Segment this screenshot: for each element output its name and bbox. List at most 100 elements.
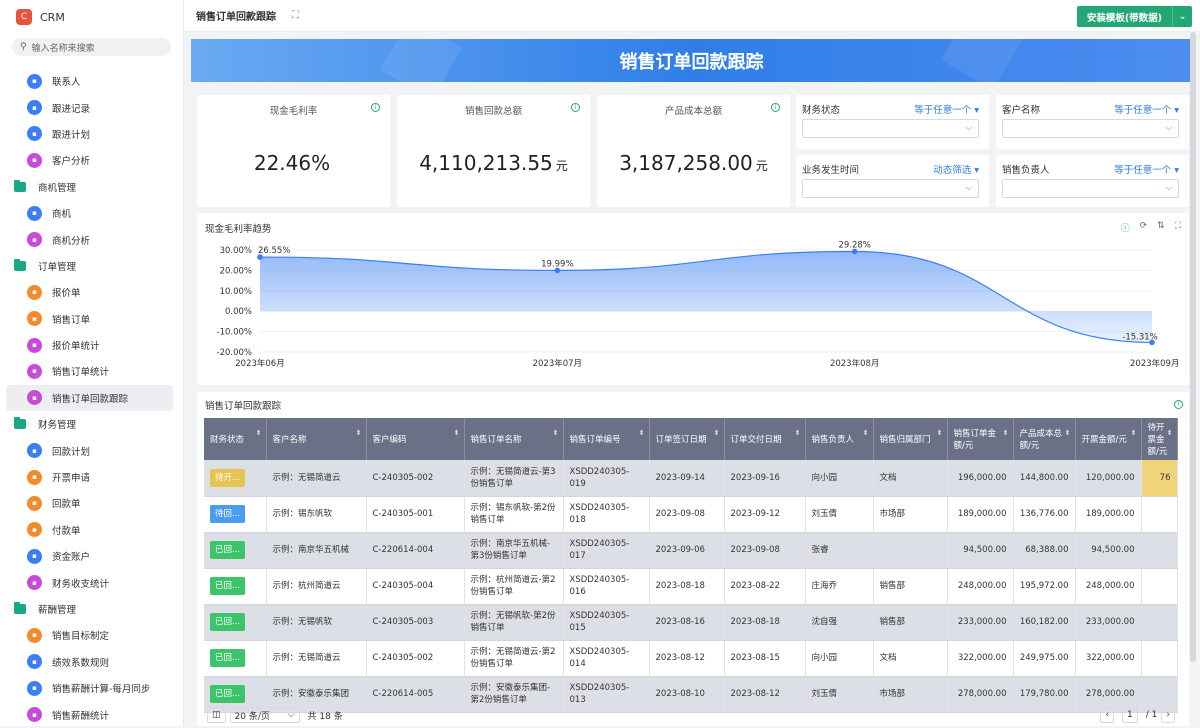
sort-icon[interactable]: ⬍ bbox=[713, 429, 720, 437]
sidebar-group[interactable]: 薪酬管理 bbox=[0, 596, 183, 622]
info-icon[interactable]: i bbox=[571, 103, 580, 112]
table-row[interactable]: 已回... 示例：安徽泰乐集团 C-220614-005 示例：安徽泰乐集团-第2份销… bbox=[204, 676, 1178, 713]
sidebar-item[interactable]: ▪ 绩效系数规则 bbox=[0, 649, 183, 675]
table-row[interactable]: 已回... 示例：无锡简道云 C-240305-002 示例：无锡简道云-第2份销售订… bbox=[204, 640, 1178, 677]
install-template-button[interactable]: 安装模板(带数据) bbox=[1076, 6, 1172, 27]
sidebar-item[interactable]: ▪ 商机 bbox=[0, 200, 183, 226]
sort-icon[interactable]: ⇅ bbox=[1157, 221, 1165, 231]
sidebar-item[interactable]: ▪ 客户分析 bbox=[0, 147, 183, 173]
table-row[interactable]: 已回... 示例：杭州简道云 C-240305-004 示例：杭州简道云-第2份销售订… bbox=[204, 568, 1178, 605]
sidebar-item[interactable]: ▪ 销售薪酬统计 bbox=[0, 701, 183, 727]
column-header[interactable]: 待开票金额/元 ⬍ bbox=[1141, 418, 1178, 460]
sort-icon[interactable]: ⬍ bbox=[638, 429, 645, 437]
sidebar-item[interactable]: ▪ 商机分析 bbox=[0, 226, 183, 252]
columns-icon[interactable]: ◫ bbox=[207, 707, 226, 723]
column-header[interactable]: 客户编码 ⬍ bbox=[366, 418, 465, 460]
filter-select[interactable]: ⌵ bbox=[1002, 179, 1179, 198]
sidebar-item-label: 跟进计划 bbox=[52, 129, 91, 141]
info-icon[interactable]: ⓘ bbox=[1120, 224, 1130, 234]
next-page-icon[interactable]: › bbox=[1161, 707, 1175, 723]
filter-mode[interactable]: 等于任意一个 ▾ bbox=[914, 105, 979, 116]
scrollbar[interactable] bbox=[1190, 32, 1196, 662]
filter-mode[interactable]: 等于任意一个 ▾ bbox=[1114, 105, 1179, 116]
column-header[interactable]: 销售订单金额/元 ⬍ bbox=[947, 418, 1014, 460]
fullscreen-icon[interactable]: ⛶ bbox=[1174, 221, 1181, 231]
table-header-row: 财务状态 ⬍ 客户名称 ⬍ 客户编码 ⬍ 销售订单名称 ⬍ 销售订单编号 ⬍ 订单签订日期 ⬍ 订单交付… bbox=[204, 418, 1178, 460]
sidebar-item[interactable]: ▪ 销售订单统计 bbox=[0, 358, 183, 384]
sidebar-item[interactable]: ▪ 销售薪酬计算-每月同步 bbox=[0, 675, 183, 701]
sidebar-item[interactable]: ▪ 销售订单回款跟踪 bbox=[6, 384, 173, 412]
column-header[interactable]: 订单签订日期 ⬍ bbox=[649, 418, 725, 460]
sort-icon[interactable]: ⬍ bbox=[1130, 429, 1137, 437]
sidebar-group[interactable]: 财务管理 bbox=[0, 411, 183, 437]
column-header[interactable]: 开票金额/元 ⬍ bbox=[1075, 418, 1142, 460]
table-row[interactable]: 已回... 示例：无锡帆软 C-240305-003 示例：无锡帆软-第2份销售订单 X… bbox=[204, 604, 1178, 641]
sidebar-item[interactable]: ▪ 资金账户 bbox=[0, 543, 183, 569]
data-point[interactable] bbox=[1149, 339, 1155, 346]
column-header[interactable]: 销售负责人 ⬍ bbox=[805, 418, 874, 460]
column-header[interactable]: 订单交付日期 ⬍ bbox=[724, 418, 806, 460]
sidebar-item[interactable]: ▪ 回款单 bbox=[0, 490, 183, 516]
column-header[interactable]: 销售订单名称 ⬍ bbox=[464, 418, 564, 460]
filter-select[interactable]: ⌵ bbox=[802, 179, 979, 198]
sort-icon[interactable]: ⬍ bbox=[936, 429, 943, 437]
module-icon: ▪ bbox=[27, 337, 42, 353]
sidebar-item[interactable]: ▪ 报价单统计 bbox=[0, 332, 183, 358]
sort-icon[interactable]: ⬍ bbox=[1002, 429, 1009, 437]
info-icon[interactable]: i bbox=[371, 103, 380, 112]
sort-icon[interactable]: ⬍ bbox=[862, 429, 869, 437]
info-icon[interactable]: i bbox=[1174, 400, 1183, 409]
filter-mode[interactable]: 动态筛选 ▾ bbox=[933, 165, 979, 176]
sort-icon[interactable]: ⬍ bbox=[1166, 429, 1173, 437]
sidebar-item[interactable]: ▪ 跟进记录 bbox=[0, 94, 183, 120]
sort-icon[interactable]: ⬍ bbox=[355, 429, 362, 437]
column-header[interactable]: 销售订单编号 ⬍ bbox=[563, 418, 650, 460]
filter-select[interactable]: ⌵ bbox=[1002, 119, 1179, 138]
sidebar-item[interactable]: ▪ 销售目标制定 bbox=[0, 622, 183, 648]
table-row[interactable]: 待开... 示例：无锡简道云 C-240305-002 示例：无锡简道云-第3份销售订… bbox=[204, 460, 1178, 497]
table-row[interactable]: 已回... 示例：南京华五机械 C-220614-004 示例：南京华五机械-第3份销… bbox=[204, 532, 1178, 569]
fullscreen-icon[interactable]: ⛶ bbox=[292, 10, 299, 21]
prev-page-icon[interactable]: ‹ bbox=[1100, 707, 1115, 723]
sidebar-item-label: 财务管理 bbox=[38, 420, 77, 432]
chevron-down-icon[interactable]: ⌄ bbox=[1172, 6, 1192, 27]
data-point[interactable] bbox=[554, 267, 561, 274]
kpi-card-margin: 现金毛利率 i 22.46% bbox=[197, 95, 390, 207]
module-icon: ▪ bbox=[27, 680, 42, 696]
sidebar-item[interactable]: ▪ 联系人 bbox=[0, 68, 183, 94]
column-header[interactable]: 财务状态 ⬍ bbox=[204, 418, 267, 460]
cell-name: 示例：安徽泰乐集团-第2份销售订单 bbox=[464, 676, 564, 713]
sidebar-item[interactable]: ▪ 回款计划 bbox=[0, 437, 183, 463]
data-point[interactable] bbox=[851, 248, 858, 255]
sidebar-group[interactable]: 商机管理 bbox=[0, 174, 183, 200]
sidebar-item[interactable]: ▪ 报价单 bbox=[0, 279, 183, 305]
sort-icon[interactable]: ⬍ bbox=[552, 429, 559, 437]
column-header[interactable]: 产品成本总额/元 ⬍ bbox=[1013, 418, 1076, 460]
page-input[interactable]: 1 bbox=[1122, 707, 1138, 723]
sidebar-item[interactable]: ▪ 开票申请 bbox=[0, 464, 183, 490]
info-icon[interactable]: i bbox=[771, 103, 780, 112]
page-size-select[interactable]: 20 条/页 ⌵ bbox=[229, 707, 300, 723]
data-point[interactable] bbox=[257, 254, 263, 260]
refresh-icon[interactable]: ⟳ bbox=[1139, 221, 1148, 231]
y-tick-label: 30.00% bbox=[220, 246, 252, 256]
cell-invoice: 322,000.00 bbox=[1075, 640, 1142, 677]
column-header[interactable]: 客户名称 ⬍ bbox=[266, 418, 367, 460]
sidebar-item[interactable]: ▪ 付款单 bbox=[0, 517, 183, 543]
sort-icon[interactable]: ⬍ bbox=[453, 429, 460, 437]
sort-icon[interactable]: ⬍ bbox=[794, 429, 801, 437]
filter-mode[interactable]: 等于任意一个 ▾ bbox=[1114, 165, 1179, 176]
sort-icon[interactable]: ⬍ bbox=[1064, 429, 1071, 437]
sort-icon[interactable]: ⬍ bbox=[255, 429, 262, 437]
table-row[interactable]: 待回... 示例：锡东帆软 C-240305-001 示例：锡东帆软-第2份销售订单 X… bbox=[204, 496, 1178, 533]
filter-select[interactable]: ⌵ bbox=[802, 119, 979, 138]
column-header[interactable]: 销售归属部门 ⬍ bbox=[873, 418, 948, 460]
sidebar-item[interactable]: ▪ 销售订单 bbox=[0, 306, 183, 332]
sidebar-group[interactable]: 订单管理 bbox=[0, 253, 183, 279]
sidebar-item-label: 订单管理 bbox=[38, 261, 77, 273]
search-input[interactable]: ⚲ 输入名称来搜索 bbox=[12, 38, 171, 56]
sidebar-item[interactable]: ▪ 财务收支统计 bbox=[0, 569, 183, 595]
cell-amount: 233,000.00 bbox=[947, 604, 1014, 641]
sidebar-item[interactable]: ▪ 跟进计划 bbox=[0, 121, 183, 147]
sidebar-item-label: 跟进记录 bbox=[52, 103, 91, 115]
